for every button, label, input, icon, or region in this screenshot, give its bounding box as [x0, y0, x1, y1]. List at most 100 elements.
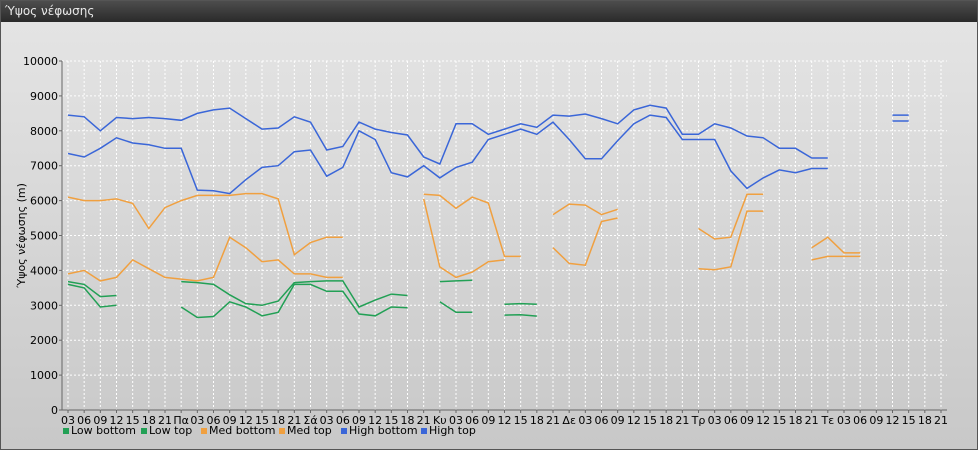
y-tick-label: 5000 [30, 230, 58, 243]
series-line-segment [504, 302, 537, 306]
legend-swatch [141, 428, 147, 434]
x-tick-label: 12 [368, 414, 382, 427]
x-tick-label: 15 [772, 414, 786, 427]
series-line-segment [439, 279, 473, 283]
x-axis-ticks: 03 06 09 12 15 18 21 Πα 03 06 09 12 15 18 21 Σά 03 06 09 12… [61, 410, 948, 427]
x-tick-label: 12 [886, 414, 900, 427]
x-tick-label: 03 [61, 414, 75, 427]
legend-label: Low bottom [71, 424, 136, 437]
x-tick-label: 21 [675, 414, 689, 427]
x-tick-label: 21 [287, 414, 301, 427]
series-line-segment [67, 192, 343, 256]
legend-item: Med bottom [201, 424, 276, 437]
legend-swatch [421, 428, 427, 434]
legend-label: Med top [287, 424, 332, 437]
x-tick-label: 09 [869, 414, 883, 427]
legend-item: High bottom [341, 424, 418, 437]
legend-label: High top [429, 424, 476, 437]
x-tick-label: 03 [708, 414, 722, 427]
x-tick-label: Κυ [433, 414, 447, 427]
x-tick-label: Σά [303, 414, 317, 427]
x-tick-label: 15 [126, 414, 140, 427]
x-tick-label: 09 [740, 414, 754, 427]
legend-label: Low top [149, 424, 192, 437]
series-line-segment [811, 236, 861, 254]
x-tick-label: 03 [837, 414, 851, 427]
x-tick-label: 03 [190, 414, 204, 427]
series-low-bottom [67, 283, 537, 319]
y-tick-label: 3000 [30, 299, 58, 312]
x-tick-label: 18 [271, 414, 285, 427]
chart-grid [62, 60, 947, 411]
y-tick-label: 1000 [30, 369, 58, 382]
x-tick-label: Τρ [691, 414, 706, 427]
x-tick-label: 12 [110, 414, 124, 427]
x-tick-label: 09 [352, 414, 366, 427]
x-tick-label: 06 [77, 414, 91, 427]
x-tick-label: 06 [853, 414, 867, 427]
legend-label: Med bottom [209, 424, 276, 437]
x-tick-label: 12 [756, 414, 770, 427]
series-line-segment [67, 280, 117, 298]
x-tick-label: 15 [384, 414, 398, 427]
legend-item: Low top [141, 424, 192, 437]
y-tick-label: 9000 [30, 90, 58, 103]
y-tick-label: 7000 [30, 160, 58, 173]
y-tick-label: 8000 [30, 125, 58, 138]
legend-label: High bottom [349, 424, 418, 437]
x-tick-label: 12 [498, 414, 512, 427]
cloud-height-chart: 0 1000 2000 3000 4000 5000 6000 7000 8000 9000 100… [15, 55, 948, 437]
window-title: Ύψος νέφωσης [5, 4, 95, 18]
y-tick-label: 2000 [30, 334, 58, 347]
series-med-bottom [67, 198, 861, 282]
series-line-segment [422, 198, 505, 279]
x-tick-label: 15 [514, 414, 528, 427]
series-line-segment [67, 283, 117, 308]
series-line-segment [698, 210, 764, 271]
series-high-bottom [67, 114, 909, 195]
legend-swatch [201, 428, 207, 434]
x-tick-label: 15 [902, 414, 916, 427]
x-tick-label: 18 [530, 414, 544, 427]
series-line-segment [698, 193, 764, 240]
chart-area: 0 1000 2000 3000 4000 5000 6000 7000 8000 9000 100… [1, 22, 977, 449]
legend-item: Low bottom [63, 424, 136, 437]
series-line-segment [180, 283, 408, 319]
series-low-top [67, 279, 537, 308]
series-med-top [67, 192, 861, 258]
series-line-segment [504, 313, 537, 317]
x-tick-label: 09 [93, 414, 107, 427]
series-line-segment [423, 193, 521, 258]
x-tick-label: Δε [562, 414, 576, 427]
x-tick-label: 12 [627, 414, 641, 427]
x-tick-label: 09 [481, 414, 495, 427]
legend-item: Med top [279, 424, 332, 437]
x-tick-label: Πα [173, 414, 189, 427]
x-tick-label: 06 [595, 414, 609, 427]
x-tick-label: 03 [449, 414, 463, 427]
x-tick-label: 06 [465, 414, 479, 427]
x-tick-label: 06 [336, 414, 350, 427]
chart-legend: Low bottom Low top Med bottom Med top High b… [63, 424, 476, 437]
x-tick-label: 21 [417, 414, 431, 427]
series-line-segment [67, 236, 343, 282]
x-tick-label: 21 [934, 414, 948, 427]
x-tick-label: Τε [820, 414, 834, 427]
x-tick-label: 18 [401, 414, 415, 427]
series-high-top [67, 104, 909, 165]
x-tick-label: 15 [255, 414, 269, 427]
x-tick-label: 03 [578, 414, 592, 427]
x-tick-label: 15 [643, 414, 657, 427]
x-tick-label: 18 [142, 414, 156, 427]
x-tick-label: 21 [546, 414, 560, 427]
x-tick-label: 03 [320, 414, 334, 427]
chart-series [67, 104, 909, 319]
series-line-segment [181, 280, 408, 308]
x-tick-label: 12 [239, 414, 253, 427]
y-tick-label: 0 [51, 404, 58, 417]
x-tick-label: 06 [207, 414, 221, 427]
window-titlebar: Ύψος νέφωσης [1, 1, 977, 22]
x-tick-label: 09 [223, 414, 237, 427]
y-tick-label: 6000 [30, 195, 58, 208]
